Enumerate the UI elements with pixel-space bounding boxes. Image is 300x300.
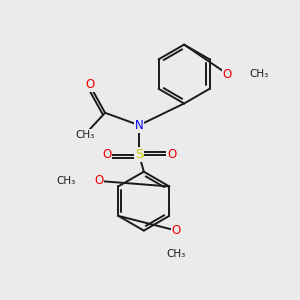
Text: N: N bbox=[135, 119, 143, 132]
Text: CH₃: CH₃ bbox=[75, 130, 94, 140]
Text: O: O bbox=[172, 224, 181, 237]
Text: O: O bbox=[102, 148, 111, 161]
Text: CH₃: CH₃ bbox=[56, 176, 76, 186]
Text: O: O bbox=[223, 68, 232, 81]
Text: O: O bbox=[94, 175, 104, 188]
Text: CH₃: CH₃ bbox=[249, 69, 268, 79]
Text: S: S bbox=[135, 148, 143, 161]
Text: O: O bbox=[85, 78, 94, 92]
Text: CH₃: CH₃ bbox=[167, 249, 186, 259]
Text: O: O bbox=[167, 148, 176, 161]
